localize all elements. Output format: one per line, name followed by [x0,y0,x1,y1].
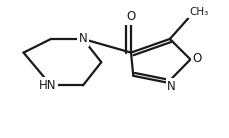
Text: O: O [192,52,201,65]
Text: CH₃: CH₃ [188,7,208,17]
Text: HN: HN [39,79,56,92]
Text: O: O [126,10,135,23]
Text: N: N [166,80,175,93]
Text: N: N [78,32,87,45]
